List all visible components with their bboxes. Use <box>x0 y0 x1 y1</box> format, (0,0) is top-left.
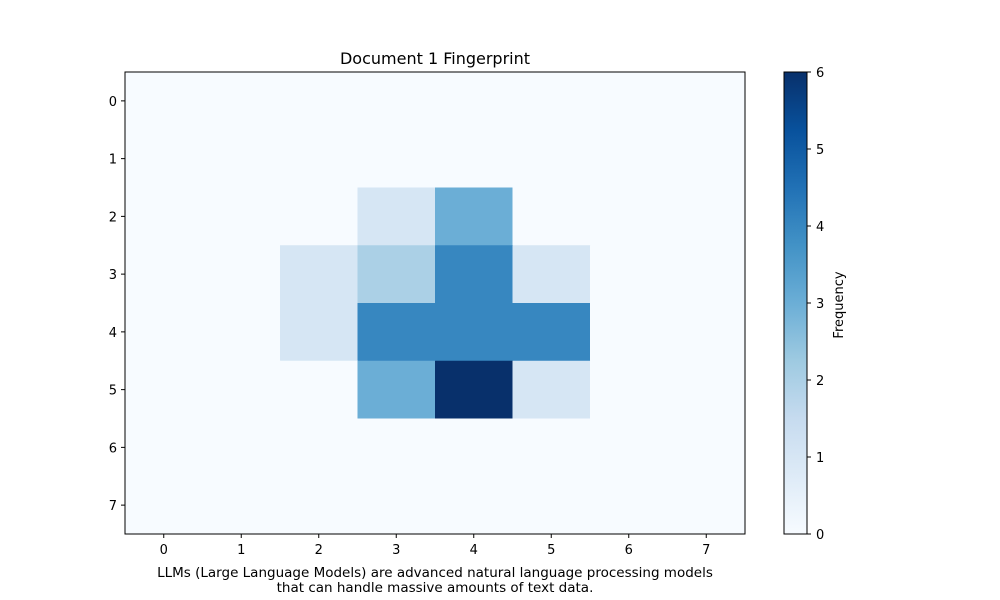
heatmap-cell-r7-c1 <box>202 476 281 535</box>
x-axis: 0 1 2 3 4 5 6 7 <box>160 534 710 558</box>
colorbar-axis: 0 1 2 3 4 5 6 <box>807 66 824 543</box>
x-tick-label: 6 <box>625 543 633 558</box>
heatmap-cell-r5-c5 <box>512 360 591 419</box>
heatmap-cell-r1-c0 <box>125 129 203 188</box>
colorbar-tick-label: 1 <box>816 451 824 466</box>
x-tick-label: 5 <box>547 543 555 558</box>
heatmap-cell-r5-c1 <box>202 360 281 419</box>
heatmap-cells <box>125 72 746 535</box>
heatmap-cell-r7-c3 <box>357 476 436 535</box>
heatmap-cell-r2-c7 <box>667 187 746 246</box>
colorbar-tick-label: 4 <box>816 220 824 235</box>
heatmap-cell-r4-c4 <box>435 303 513 362</box>
colorbar-label: Frequency <box>832 271 847 338</box>
heatmap-cell-r6-c3 <box>357 418 436 477</box>
heatmap-cell-r7-c0 <box>125 476 203 535</box>
heatmap-cell-r3-c0 <box>125 245 203 304</box>
heatmap-cell-r3-c7 <box>667 245 746 304</box>
heatmap-cell-r7-c2 <box>280 476 358 535</box>
heatmap-cell-r0-c3 <box>357 72 436 131</box>
heatmap-cell-r2-c2 <box>280 187 358 246</box>
y-tick-label: 3 <box>109 268 117 283</box>
heatmap-cell-r6-c6 <box>590 418 668 477</box>
heatmap-cell-r4-c1 <box>202 303 281 362</box>
heatmap-cell-r2-c4 <box>435 187 513 246</box>
heatmap-cell-r4-c0 <box>125 303 203 362</box>
x-tick-label: 0 <box>160 543 168 558</box>
x-tick-label: 2 <box>315 543 323 558</box>
heatmap-cell-r2-c3 <box>357 187 436 246</box>
heatmap-cell-r1-c6 <box>590 129 668 188</box>
y-tick-label: 4 <box>109 326 117 341</box>
y-tick-label: 1 <box>109 153 117 168</box>
colorbar-tick-label: 3 <box>816 297 824 312</box>
heatmap-cell-r1-c2 <box>280 129 358 188</box>
heatmap-cell-r5-c7 <box>667 360 746 419</box>
y-tick-label: 5 <box>109 384 117 399</box>
heatmap-cell-r6-c1 <box>202 418 281 477</box>
x-tick-label: 3 <box>392 543 400 558</box>
y-tick-label: 2 <box>109 210 117 225</box>
heatmap-cell-r0-c1 <box>202 72 281 131</box>
heatmap-cell-r3-c1 <box>202 245 281 304</box>
heatmap-cell-r7-c7 <box>667 476 746 535</box>
heatmap-cell-r3-c2 <box>280 245 358 304</box>
heatmap-cell-r6-c2 <box>280 418 358 477</box>
heatmap-cell-r2-c6 <box>590 187 668 246</box>
colorbar <box>783 71 808 535</box>
heatmap-cell-r5-c3 <box>357 360 436 419</box>
x-tick-label: 7 <box>702 543 710 558</box>
heatmap-cell-r5-c4 <box>435 360 513 419</box>
heatmap-cell-r3-c6 <box>590 245 668 304</box>
heatmap-cell-r1-c3 <box>357 129 436 188</box>
heatmap-cell-r0-c0 <box>125 72 203 131</box>
y-axis: 0 1 2 3 4 5 6 7 <box>109 95 125 514</box>
colorbar-tick-label: 2 <box>816 374 824 389</box>
heatmap-cell-r0-c5 <box>512 72 591 131</box>
colorbar-tick-label: 5 <box>816 143 824 158</box>
x-axis-label-line-1: LLMs (Large Language Models) are advance… <box>157 565 713 581</box>
heatmap-cell-r4-c2 <box>280 303 358 362</box>
heatmap-cell-r2-c1 <box>202 187 281 246</box>
heatmap-cell-r4-c7 <box>667 303 746 362</box>
heatmap-cell-r0-c6 <box>590 72 668 131</box>
heatmap-cell-r3-c4 <box>435 245 513 304</box>
colorbar-tick-label: 6 <box>816 66 824 81</box>
heatmap-cell-r2-c0 <box>125 187 203 246</box>
x-tick-label: 4 <box>470 543 478 558</box>
x-axis-label-line-2: that can handle massive amounts of text … <box>277 580 594 596</box>
heatmap-cell-r7-c5 <box>512 476 591 535</box>
colorbar-tick-label: 0 <box>816 528 824 543</box>
heatmap-cell-r3-c3 <box>357 245 436 304</box>
heatmap-cell-r2-c5 <box>512 187 591 246</box>
heatmap-cell-r5-c0 <box>125 360 203 419</box>
y-tick-label: 6 <box>109 441 117 456</box>
heatmap-cell-r7-c4 <box>435 476 513 535</box>
chart-title: Document 1 Fingerprint <box>340 49 530 68</box>
heatmap-cell-r4-c3 <box>357 303 436 362</box>
heatmap-cell-r6-c4 <box>435 418 513 477</box>
heatmap-cell-r6-c0 <box>125 418 203 477</box>
heatmap-cell-r0-c7 <box>667 72 746 131</box>
heatmap-cell-r6-c7 <box>667 418 746 477</box>
y-tick-label: 0 <box>109 95 117 110</box>
heatmap-cell-r0-c2 <box>280 72 358 131</box>
x-tick-label: 1 <box>237 543 245 558</box>
plot-frame <box>124 71 746 535</box>
heatmap-cell-r7-c6 <box>590 476 668 535</box>
heatmap-cell-r3-c5 <box>512 245 591 304</box>
heatmap-cell-r4-c6 <box>590 303 668 362</box>
heatmap-cell-r5-c6 <box>590 360 668 419</box>
heatmap-cell-r1-c4 <box>435 129 513 188</box>
heatmap-cell-r0-c4 <box>435 72 513 131</box>
heatmap-cell-r1-c7 <box>667 129 746 188</box>
heatmap-cell-r6-c5 <box>512 418 591 477</box>
y-tick-label: 7 <box>109 499 117 514</box>
heatmap-cell-r1-c1 <box>202 129 281 188</box>
heatmap-cell-r5-c2 <box>280 360 358 419</box>
heatmap-cell-r1-c5 <box>512 129 591 188</box>
heatmap-cell-r4-c5 <box>512 303 591 362</box>
